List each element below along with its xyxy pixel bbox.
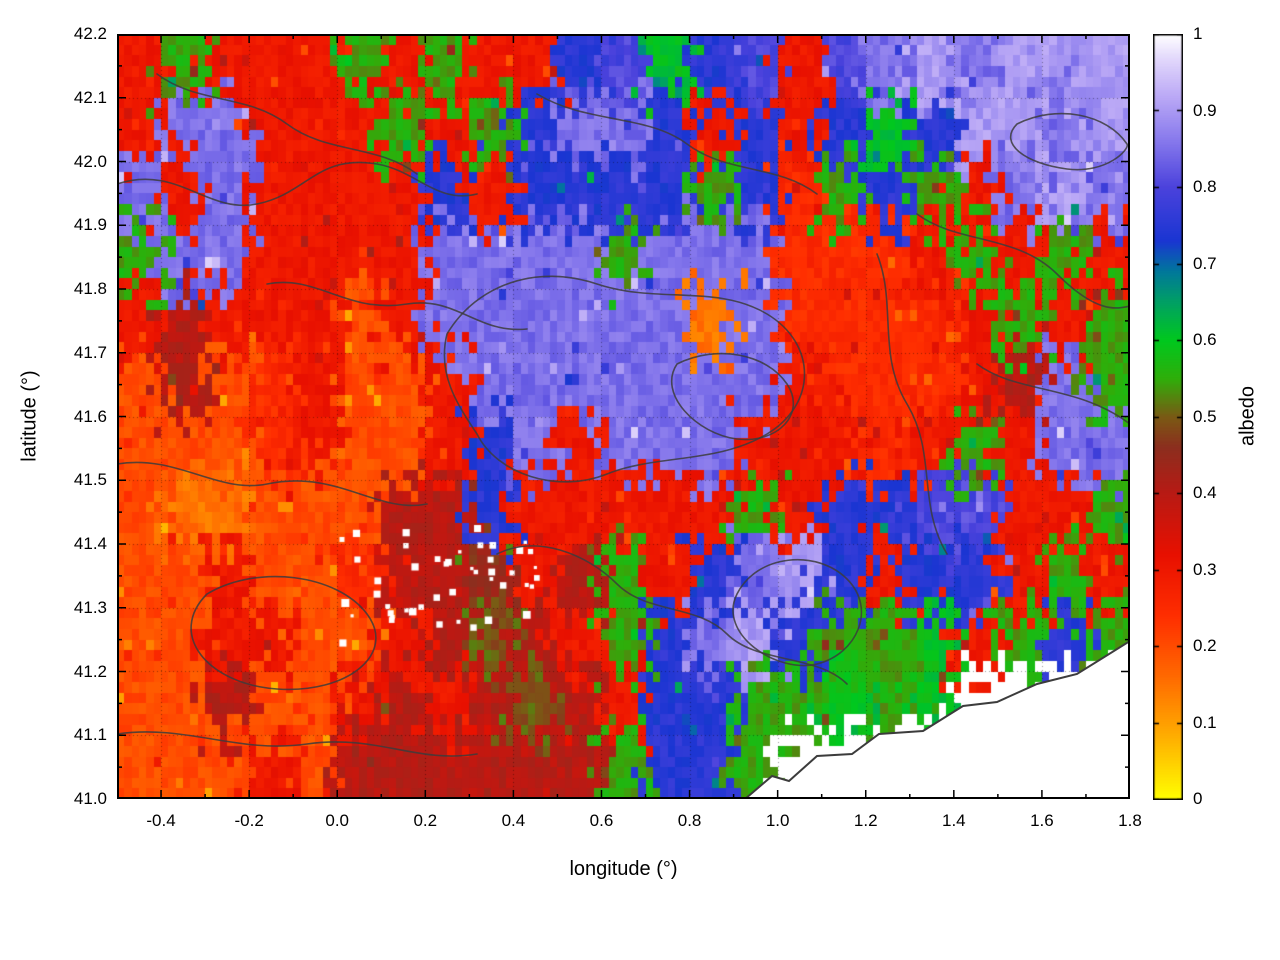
- coastline: [744, 640, 1130, 799]
- contour-overlay: [117, 34, 1130, 799]
- y-tick-label: 41.1: [73, 725, 107, 745]
- colorbar: [1153, 34, 1183, 800]
- x-tick-label: 1.2: [853, 811, 878, 830]
- y-tick-label: 41.8: [73, 279, 107, 298]
- map-plot-area: [117, 34, 1130, 799]
- x-tick-label: 0.2: [413, 811, 438, 830]
- colorbar-tick-label: 0.7: [1193, 253, 1217, 273]
- sea-area: [745, 641, 1130, 799]
- y-tick-label: 42.1: [73, 87, 107, 107]
- axis-tick-marks: [117, 34, 1130, 799]
- x-tick-label: 1.8: [1118, 811, 1142, 830]
- colorbar-tick-label: 0.1: [1193, 712, 1217, 732]
- colorbar-tick-label: 0.3: [1193, 559, 1217, 579]
- y-axis-title: latitude (°): [18, 370, 41, 462]
- colorbar-tick-label: 0.4: [1193, 483, 1217, 502]
- colorbar-gradient-canvas: [1153, 34, 1183, 800]
- y-tick-label: 41.2: [73, 661, 107, 681]
- colorbar-tick-label: 1: [1193, 24, 1203, 43]
- y-tick-label: 42.0: [73, 151, 107, 171]
- x-tick-label: 0.0: [325, 811, 350, 830]
- colorbar-tick-label: 0.2: [1193, 636, 1217, 655]
- y-tick-label: 42.2: [73, 24, 107, 43]
- colorbar-tick-label: 0.9: [1193, 100, 1217, 120]
- x-tick-label: 1.6: [1030, 811, 1054, 830]
- albedo-heatmap-canvas: [117, 34, 1130, 799]
- y-tick-label: 41.5: [73, 470, 107, 490]
- x-tick-label: 1.4: [941, 811, 966, 830]
- x-tick-label: 0.6: [589, 811, 614, 830]
- x-tick-label: 0.8: [677, 811, 702, 830]
- x-tick-label: -0.2: [234, 811, 264, 830]
- colorbar-tick-label: 0: [1193, 789, 1203, 808]
- y-tick-label: 41.9: [73, 215, 107, 235]
- x-tick-label: 1.0: [765, 811, 790, 830]
- y-tick-label: 41.3: [73, 597, 107, 617]
- y-tick-label: 41.7: [73, 342, 107, 362]
- colorbar-title: albedo: [1236, 385, 1259, 447]
- x-tick-label: 0.4: [501, 811, 526, 830]
- x-tick-label: -0.4: [146, 811, 176, 830]
- contour-lines: [117, 73, 1130, 757]
- colorbar-tick-label: 0.8: [1193, 177, 1217, 196]
- x-axis-title: longitude (°): [569, 858, 678, 880]
- plot-border: [117, 34, 1130, 799]
- y-tick-label: 41.4: [73, 534, 107, 553]
- colorbar-tick-label: 0.6: [1193, 330, 1217, 349]
- y-tick-label: 41.6: [73, 406, 107, 426]
- y-tick-label: 41.0: [73, 789, 107, 808]
- colorbar-tick-label: 0.5: [1193, 406, 1217, 426]
